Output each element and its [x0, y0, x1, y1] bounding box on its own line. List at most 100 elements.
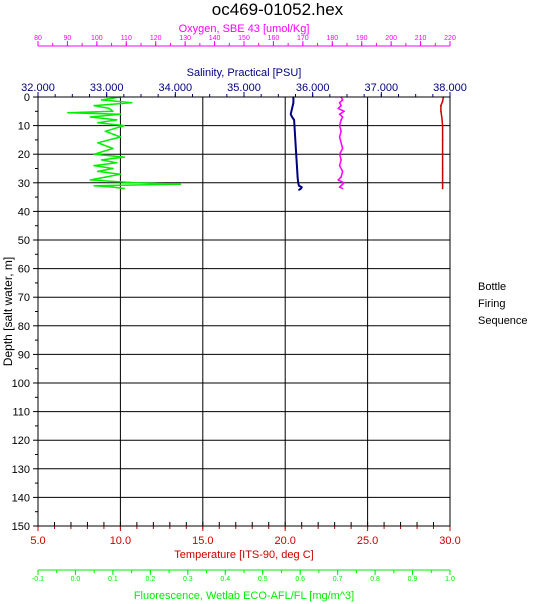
temperature-tick-label: 30.0: [439, 535, 460, 547]
fluorescence-data-point: [93, 184, 95, 187]
fluorescence-data-point: [104, 130, 107, 133]
fluorescence-data-point: [100, 159, 103, 161]
plot-frame: [37, 96, 451, 527]
salinity-data-point: [296, 176, 299, 178]
salinity-tick-label: 37.000: [365, 82, 399, 94]
fluorescence-data-point: [123, 187, 125, 190]
oxygen-data-point: [337, 179, 340, 181]
fluorescence-axis-title: Fluorescence, Wetlab ECO-AFL/FL [mg/m^3]: [134, 590, 354, 602]
oxygen-data-point: [338, 101, 341, 104]
depth-tick-label: 40: [18, 206, 30, 218]
oxygen-axis-title: Oxygen, SBE 43 [umol/Kg]: [179, 23, 310, 35]
fluorescence-data-point: [93, 104, 95, 107]
salinity-tick-label: 34.000: [159, 82, 193, 94]
fluorescence-tick-label: 0.4: [220, 576, 230, 583]
oxygen-tick-label: 150: [238, 35, 250, 42]
legend-title-line-1: Bottle: [478, 281, 507, 293]
oxygen-data-point: [343, 110, 345, 113]
depth-tick-label: 140: [12, 492, 30, 504]
fluorescence-data-point: [119, 136, 122, 138]
fluorescence-data-point: [104, 176, 107, 178]
oxygen-data-point: [341, 116, 344, 118]
fluorescence-data-point: [93, 153, 95, 155]
salinity-tick-label: 32.000: [21, 82, 55, 94]
fluorescence-data-point: [112, 186, 114, 188]
salinity-data-point: [298, 184, 300, 187]
oxygen-data-point: [340, 119, 342, 121]
oxygen-data-point: [340, 104, 342, 107]
fluorescence-tick-label: 0.1: [108, 576, 118, 583]
temperature-data-point: [441, 187, 444, 190]
salinity-data-point: [296, 164, 298, 167]
salinity-data-point: [289, 113, 292, 115]
fluorescence-data-point: [112, 110, 114, 113]
fluorescence-tick-label: 0.7: [333, 576, 343, 583]
fluorescence-data-point: [112, 147, 114, 150]
fluorescence-tick-label: 0.5: [258, 576, 268, 583]
temperature-axis-title: Temperature [ITS-90, deg C]: [174, 549, 313, 561]
temperature-tick-label: 20.0: [274, 535, 295, 547]
temperature-data-point: [440, 104, 442, 107]
fluorescence-data-point: [115, 119, 118, 121]
fluorescence-tick-label: 0.2: [145, 576, 155, 583]
temperature-tick-label: 15.0: [192, 535, 213, 547]
page-title: oc469-01052.hex: [211, 0, 344, 19]
oxygen-tick-label: 200: [385, 35, 397, 42]
oxygen-data-point: [340, 130, 342, 133]
fluorescence-data-point: [119, 113, 122, 115]
oxygen-data-point: [338, 124, 341, 127]
fluorescence-data-point: [123, 124, 125, 127]
oxygen-data-point: [341, 147, 344, 150]
depth-tick-label: 110: [12, 407, 30, 419]
oxygen-data-point: [340, 142, 342, 144]
fluorescence-data-point: [100, 99, 103, 101]
salinity-data-point: [294, 142, 297, 144]
fluorescence-tick-label: 0.8: [370, 576, 380, 583]
oxygen-data-point: [340, 176, 342, 178]
depth-tick-label: 120: [12, 435, 30, 447]
temperature-data-point: [441, 167, 444, 170]
temperature-tick-label: 5.0: [30, 535, 45, 547]
fluorescence-data-point: [97, 170, 99, 173]
temperature-data-point: [441, 124, 444, 127]
fluorescence-profile-line: [67, 96, 182, 190]
fluorescence-data-point: [130, 101, 133, 104]
salinity-data-point: [300, 187, 302, 190]
salinity-data-point: [293, 119, 295, 121]
oxygen-tick-label: 80: [34, 35, 42, 42]
temperature-data-point: [441, 100, 444, 103]
legend-title-line-2: Firing: [478, 298, 506, 310]
oxygen-data-point: [338, 153, 341, 155]
depth-tick-label: 60: [18, 264, 30, 276]
oxygen-data-point: [340, 184, 342, 187]
depth-tick-label: 80: [18, 321, 30, 333]
legend-title-line-3: Sequence: [478, 315, 528, 327]
temperature-data-point: [441, 153, 444, 155]
salinity-data-point: [291, 107, 293, 110]
salinity-tick-label: 36.000: [296, 82, 330, 94]
salinity-tick-label: 35.000: [227, 82, 261, 94]
oxygen-tick-label: 160: [268, 35, 280, 42]
salinity-profile-line: [289, 97, 303, 191]
salinity-data-point: [300, 186, 303, 188]
salinity-data-point: [291, 116, 293, 118]
axes: 0 10 20 30 40 50 60 70 80 90 100 110 120 130 140 150 Dep…: [1, 23, 467, 602]
salinity-tick-label: 33.000: [90, 82, 124, 94]
fluorescence-data-point: [179, 183, 182, 185]
fluorescence-data-point: [119, 173, 122, 175]
oxygen-tick-label: 170: [297, 35, 309, 42]
oxygen-tick-label: 90: [64, 35, 72, 42]
fluorescence-data-point: [115, 162, 118, 164]
fluorescence-data-point: [67, 111, 69, 114]
depth-tick-label: 50: [18, 235, 30, 247]
salinity-tick-label: 38.000: [433, 82, 467, 94]
fluorescence-tick-label: 0.9: [408, 576, 418, 583]
depth-tick-label: 90: [18, 349, 30, 361]
fluorescence-data-point: [89, 179, 92, 181]
oxygen-tick-label: 100: [91, 35, 103, 42]
salinity-data-point: [298, 189, 300, 191]
fluorescence-data-point: [97, 121, 99, 124]
oxygen-data-point: [341, 170, 344, 173]
fluorescence-data-point: [97, 142, 99, 144]
